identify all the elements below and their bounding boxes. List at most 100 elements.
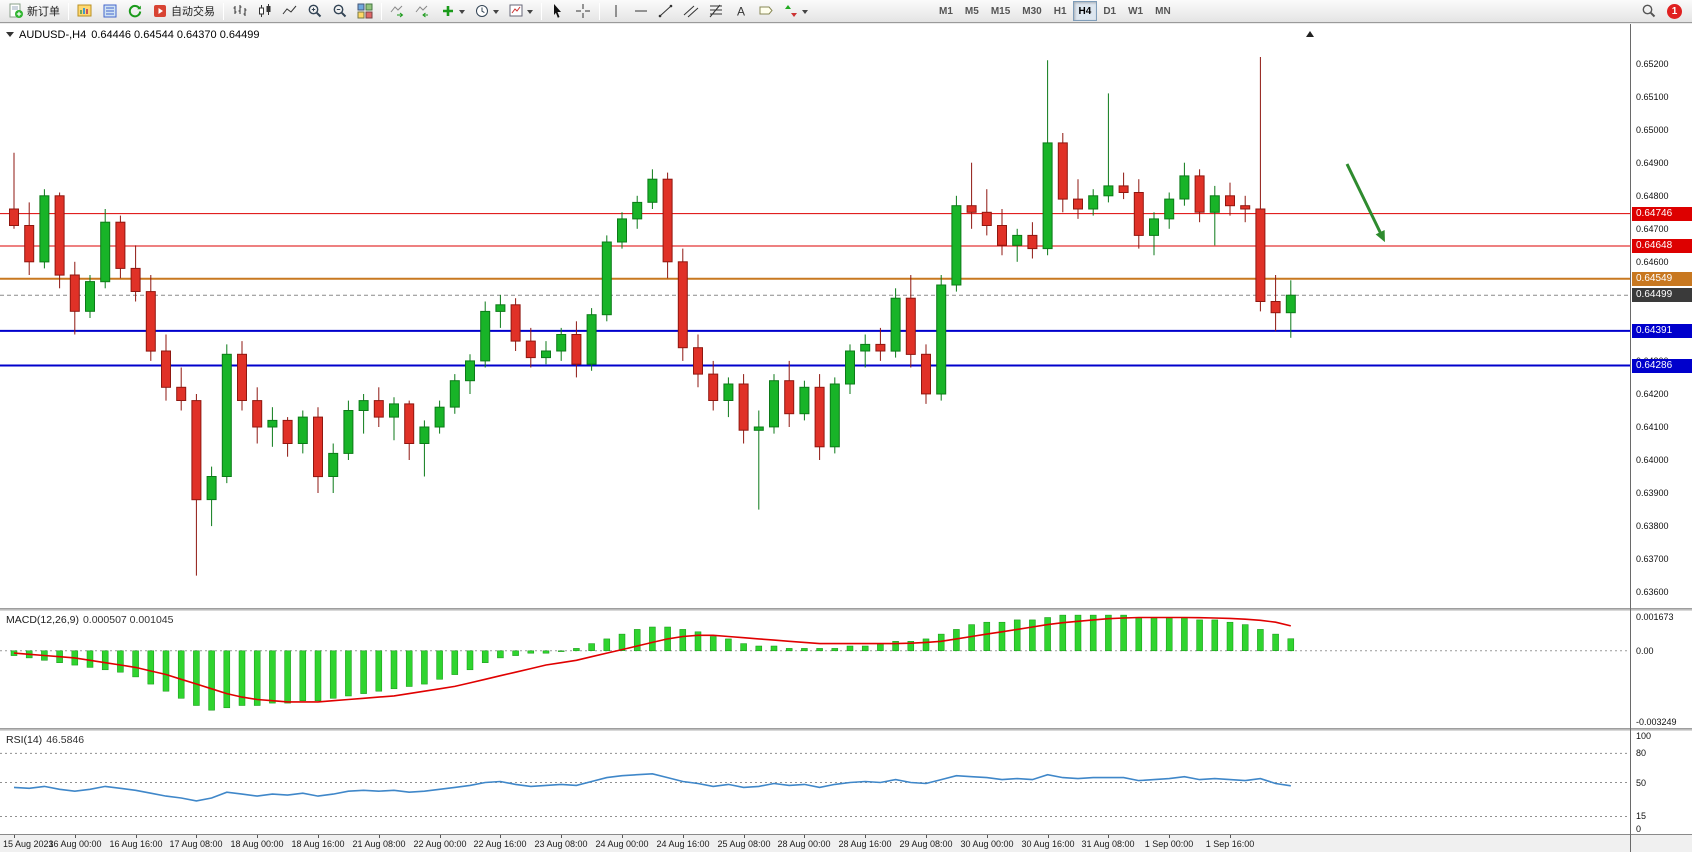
line-chart-icon [282,5,297,15]
time-label: 21 Aug 08:00 [352,839,406,849]
timeframe-m5-button[interactable]: M5 [959,1,985,21]
pane-separator[interactable] [0,728,1692,731]
macd-bar [1059,614,1067,652]
candle [571,334,582,365]
macd-bar [831,648,839,652]
toolbar-separator [68,2,69,20]
text-tool-button[interactable]: A [729,1,753,21]
candle [753,426,764,431]
trendline-tool-button[interactable] [654,1,678,21]
indicators-button[interactable] [436,1,469,21]
arrows-tool-button[interactable] [779,1,812,21]
macd-bar [238,650,246,706]
tile-windows-button[interactable] [353,1,377,21]
time-label: 22 Aug 16:00 [473,839,527,849]
candlestick-chart[interactable] [0,24,1630,608]
time-label: 18 Aug 00:00 [230,839,284,849]
macd-bar [1105,614,1112,652]
refresh-button[interactable] [123,1,147,21]
candle [221,353,232,477]
macd-bar [1120,614,1127,652]
vertical-line-tool-button[interactable] [604,1,628,21]
rsi-chart[interactable] [0,731,1630,834]
horizontal-line-tool-button[interactable] [629,1,653,21]
timeframe-h4-button[interactable]: H4 [1072,1,1098,21]
cursor-button[interactable] [546,1,570,21]
price-scale[interactable]: 0.65200 0.65100 0.65000 0.64900 0.64800 0.647… [1630,24,1692,852]
macd-bar [345,650,352,697]
search-button[interactable] [1637,1,1661,21]
macd-bar [1257,629,1264,652]
price-scale-label: 0.63600 [1636,587,1669,597]
line-chart-mode-button[interactable] [278,1,302,21]
price-scale-label: 0.65100 [1636,92,1669,102]
time-tick [500,835,501,838]
time-tick [987,835,988,838]
candle [921,353,931,395]
channel-tool-button[interactable] [679,1,703,21]
time-tick [14,835,15,838]
zoom-in-button[interactable] [303,1,327,21]
candle [586,314,597,365]
timeframe-h1-button[interactable]: H1 [1048,1,1073,21]
timeframe-d1-button[interactable]: D1 [1097,1,1122,21]
zoom-out-button[interactable] [328,1,352,21]
cursor-icon [554,4,561,18]
templates-button[interactable] [504,1,537,21]
scroll-to-end-marker [1306,27,1314,37]
macd-bar [451,650,459,675]
timeframe-mn-button[interactable]: MN [1149,1,1177,21]
chart-window[interactable]: AUDUSD-,H4 0.64446 0.64544 0.64370 0.644… [0,24,1692,852]
rsi-line [13,772,1291,802]
candle [145,291,156,352]
price-scale-label: 0.65000 [1636,125,1669,135]
time-label: 22 Aug 00:00 [413,839,467,849]
candlestick-mode-button[interactable] [253,1,277,21]
label-tool-button[interactable] [754,1,778,21]
chart-shift-button[interactable] [411,1,435,21]
macd-bar [284,650,291,704]
candle [799,386,810,415]
candle [677,261,688,349]
macd-bar [299,650,307,701]
timeframe-m15-button[interactable]: M15 [985,1,1016,21]
indicators-icon [443,6,453,16]
auto-scroll-button[interactable] [386,1,410,21]
notification-badge[interactable]: 1 [1667,3,1682,19]
candle [951,205,962,286]
time-axis[interactable]: 15 Aug 2023 16 Aug 00:00 16 Aug 16:00 17 Au… [0,834,1692,852]
market-watch-button[interactable] [98,1,122,21]
candle [890,297,901,352]
periods-button[interactable] [470,1,503,21]
autotrading-button[interactable]: 自动交易 [148,1,219,21]
channel-icon [683,5,699,18]
macd-bar [588,643,595,651]
timeframe-toolbar: M1 M5 M15 M30 H1 H4 D1 W1 MN [933,1,1177,21]
candle [389,403,399,418]
macd-bar [497,650,504,659]
ohlc-values: 0.64446 0.64544 0.64370 0.64499 [91,28,260,41]
time-label: 24 Aug 16:00 [656,839,710,849]
macd-chart[interactable] [0,611,1630,728]
macd-bar [132,650,139,678]
timeframe-m30-button[interactable]: M30 [1016,1,1047,21]
new-chart-button[interactable] [73,1,97,21]
timeframe-w1-button[interactable]: W1 [1122,1,1149,21]
rsi-label: RSI(14) 46.5846 [6,734,84,746]
macd-bar [953,629,960,652]
price-tag-0.64286: 0.64286 [1632,359,1692,373]
trendline-icon [658,4,673,18]
pane-separator[interactable] [0,608,1692,611]
crosshair-button[interactable] [571,1,595,21]
new-order-button[interactable]: 新订单 [4,1,64,21]
candle [9,208,19,226]
fibonacci-tool-button[interactable] [704,1,728,21]
price-scale-label: 0.64700 [1636,224,1669,234]
macd-bar [193,650,200,706]
bar-chart-icon [233,5,247,16]
timeframe-m1-button[interactable]: M1 [933,1,959,21]
time-tick [744,835,745,838]
price-tag-0.64648: 0.64648 [1632,239,1692,253]
bar-chart-mode-button[interactable] [228,1,252,21]
macd-bar [314,650,322,701]
